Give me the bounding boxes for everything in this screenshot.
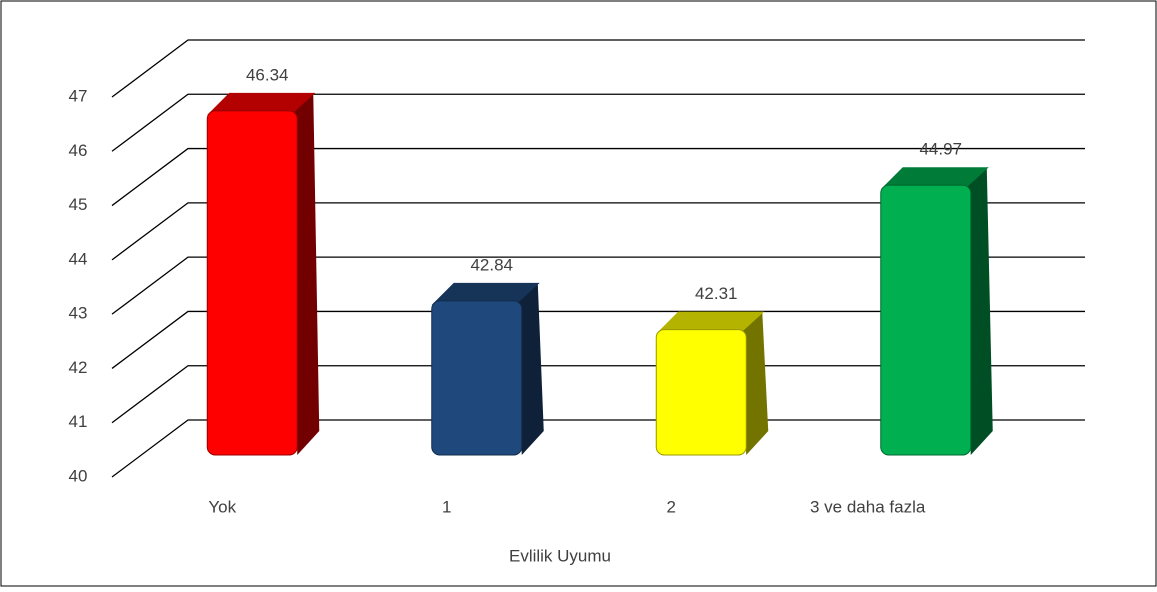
x-tick-label: 3 ve daha fazla — [810, 497, 926, 516]
bar — [880, 184, 972, 456]
x-tick-label: 1 — [442, 497, 451, 516]
y-tick-label: 42 — [69, 358, 88, 377]
bar-side — [964, 167, 993, 455]
grid-line — [111, 365, 1085, 424]
grid-line — [111, 419, 1085, 478]
x-tick-label: 2 — [667, 497, 676, 516]
y-tick-label: 43 — [69, 304, 88, 323]
value-label: 46.34 — [246, 65, 289, 84]
grid-line — [111, 39, 1085, 98]
bar-top — [656, 311, 765, 334]
grid-line — [111, 93, 1085, 152]
x-tick-label: Yok — [208, 497, 236, 516]
grid-line — [111, 202, 1085, 261]
bar — [206, 110, 298, 456]
x-axis-label: Evlilik Uyumu — [509, 546, 611, 565]
grid-line — [111, 256, 1085, 315]
y-tick-label: 46 — [69, 141, 88, 160]
value-label: 42.84 — [470, 255, 513, 274]
value-label: 42.31 — [695, 284, 738, 303]
bar-top — [880, 167, 989, 190]
bar-side — [291, 92, 320, 455]
bar-top — [431, 282, 540, 305]
bar-top — [207, 92, 316, 115]
y-tick-label: 45 — [69, 195, 88, 214]
grid-line — [111, 310, 1085, 369]
value-label: 44.97 — [919, 140, 962, 159]
bar-side — [740, 311, 769, 455]
bar — [655, 329, 747, 456]
y-tick-label: 40 — [69, 466, 88, 485]
bar-side — [515, 282, 544, 455]
y-tick-label: 44 — [69, 249, 88, 268]
y-tick-label: 41 — [69, 412, 88, 431]
bar — [431, 300, 523, 456]
y-tick-label: 47 — [69, 86, 88, 105]
grid-line — [111, 147, 1085, 207]
